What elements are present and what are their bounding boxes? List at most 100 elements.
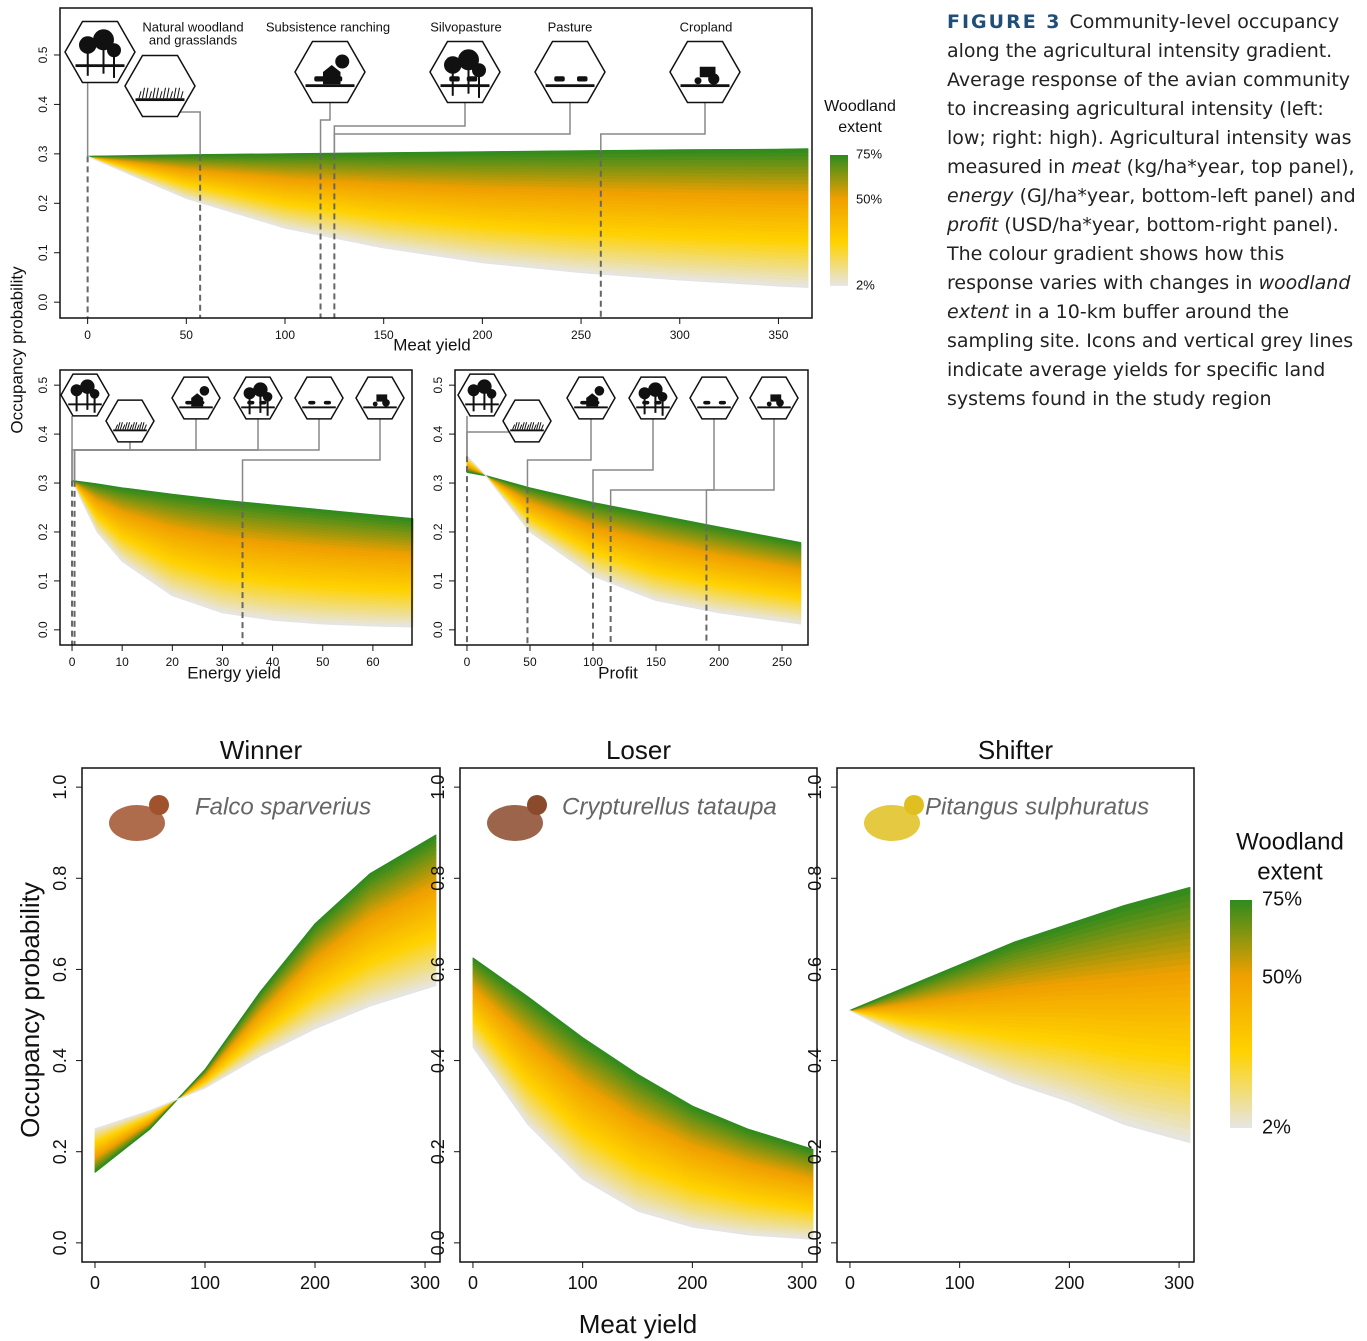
cow	[580, 401, 587, 405]
y-tick-label: 0.8	[428, 866, 448, 891]
y-tick-label: 0.2	[50, 1139, 70, 1164]
land-icon	[503, 400, 551, 442]
y-tick-label: 0.5	[36, 377, 50, 394]
tree-trunk	[87, 45, 89, 76]
y-tick-label: 0.5	[431, 377, 445, 394]
cow	[703, 401, 710, 405]
wheel	[708, 73, 719, 84]
y-tick-label: 0.5	[36, 46, 50, 63]
ground	[68, 403, 102, 405]
ground	[546, 84, 595, 87]
ground	[697, 406, 731, 408]
ground	[465, 403, 499, 405]
y-tick-label: 0.8	[50, 866, 70, 891]
y-tick-label: 0.2	[36, 523, 50, 540]
land-system-label: Silvopasture	[430, 19, 502, 34]
y-tick-label: 1.0	[428, 775, 448, 800]
colorbar-label: 2%	[1262, 1116, 1291, 1138]
tree-crown	[200, 386, 210, 396]
tree-trunk	[113, 50, 115, 78]
y-tick-label: 0.4	[36, 96, 50, 113]
x-tick-label: 150	[374, 328, 394, 342]
y-tick-label: 0.2	[428, 1139, 448, 1164]
colorbar-label: 50%	[1262, 966, 1302, 988]
wheel	[373, 402, 378, 407]
ground	[757, 406, 791, 408]
y-tick-label: 0.0	[805, 1230, 825, 1255]
caption: FIGURE 3Community-level occupancy along …	[947, 8, 1359, 414]
x-tick-label: 200	[677, 1273, 707, 1293]
x-tick-label: 250	[571, 328, 591, 342]
land-icon	[125, 56, 195, 117]
x-tick-label: 0	[845, 1273, 855, 1293]
tree-trunk	[662, 397, 664, 416]
tree-trunk	[94, 394, 96, 413]
ground	[510, 429, 544, 431]
wheel	[382, 399, 390, 407]
connector	[72, 442, 130, 481]
caption-text: in a 10-km buffer around the sampling si…	[947, 301, 1353, 410]
y-tick-label: 0.3	[36, 474, 50, 491]
cow	[654, 401, 661, 405]
cow	[467, 76, 478, 81]
land-icon	[690, 377, 738, 419]
x-tick-label: 100	[275, 328, 295, 342]
y-axis-label: Occupancy probability	[15, 882, 45, 1138]
caption-text: Community-level occupancy along the agri…	[947, 11, 1352, 178]
x-tick-label: 100	[190, 1273, 220, 1293]
y-tick-label: 0.0	[50, 1230, 70, 1255]
x-tick-label: 350	[768, 328, 788, 342]
y-tick-label: 0.4	[50, 1048, 70, 1073]
y-tick-label: 0.2	[36, 195, 50, 212]
tree-trunk	[478, 70, 480, 98]
x-tick-label: 0	[84, 328, 91, 342]
x-tick-label: 100	[568, 1273, 598, 1293]
species-name: Crypturellus tataupa	[562, 793, 777, 820]
x-axis-label: Meat yield	[579, 1309, 698, 1339]
connector	[243, 419, 380, 502]
ground	[136, 98, 185, 101]
land-system-label: Pasture	[548, 19, 593, 34]
y-tick-label: 0.8	[805, 866, 825, 891]
y-tick-label: 0.4	[428, 1048, 448, 1073]
y-tick-label: 0.4	[431, 425, 445, 442]
y-tick-label: 0.4	[805, 1048, 825, 1073]
panel-title: Winner	[220, 735, 303, 765]
y-tick-label: 0.0	[36, 294, 50, 311]
panel-title: Loser	[606, 735, 671, 765]
wheel	[767, 402, 772, 407]
cow	[449, 76, 460, 81]
caption-text: profit	[947, 214, 998, 236]
colorbar-title: Woodland	[1236, 828, 1344, 855]
x-tick-label: 60	[366, 655, 380, 669]
caption-text: meat	[1071, 156, 1120, 178]
ground	[241, 406, 275, 408]
colorbar	[1230, 900, 1252, 1128]
cow	[592, 401, 599, 405]
species-name: Pitangus sulphuratus	[925, 793, 1149, 820]
x-axis-label: Meat yield	[393, 335, 470, 354]
land-icon	[295, 377, 343, 419]
ground	[441, 84, 490, 87]
tree-trunk	[86, 387, 88, 410]
x-tick-label: 10	[115, 655, 129, 669]
x-tick-label: 300	[410, 1273, 440, 1293]
cow	[314, 76, 325, 81]
wheel	[776, 399, 784, 407]
caption-text: energy	[947, 185, 1014, 207]
panel-title: Shifter	[978, 735, 1053, 765]
ground	[363, 406, 397, 408]
y-tick-label: 0.3	[36, 145, 50, 162]
cow	[185, 401, 192, 405]
x-axis-label: Energy yield	[187, 663, 281, 682]
land-icon	[535, 42, 605, 103]
page: {"chart_data": [ {"type": "area", "x": […	[0, 0, 1367, 1341]
ground	[574, 406, 608, 408]
ground	[636, 406, 670, 408]
colorbar-label: 75%	[1262, 888, 1302, 910]
connector	[334, 102, 570, 153]
tree-trunk	[473, 390, 475, 411]
connector	[611, 419, 714, 506]
bird-head	[149, 795, 169, 815]
x-tick-label: 20	[166, 655, 180, 669]
